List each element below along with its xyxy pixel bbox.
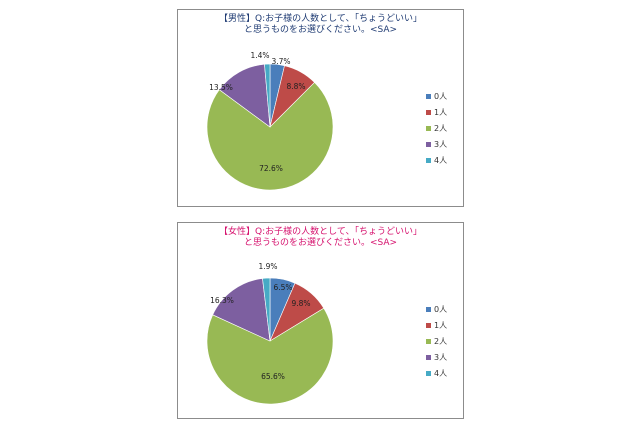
female-pie-data-label-0: 6.5% (273, 283, 292, 292)
legend-item-0: 0人 (426, 92, 462, 108)
legend-swatch (426, 307, 431, 312)
female-chart-panel: 【女性】Q:お子様の人数として、「ちょうどいい」 と思うものをお選びください。<… (177, 222, 464, 419)
male-pie-slice-2 (206, 82, 334, 191)
legend-swatch (426, 110, 431, 115)
female-pie-chart: 6.5% 9.8% 65.6% 16.3% 1.9% (206, 262, 334, 405)
male-chart-title-line-1: 【男性】Q:お子様の人数として、「ちょうどいい」 (219, 14, 422, 24)
female-pie-data-label-2: 65.6% (261, 372, 285, 381)
legend-item-0: 0人 (426, 305, 462, 321)
male-pie-slice-4 (264, 63, 271, 128)
legend-label: 4人 (434, 369, 448, 378)
male-pie-data-label-4: 1.4% (250, 51, 269, 60)
legend-label: 4人 (434, 156, 448, 165)
male-pie-data-label-0: 3.7% (271, 57, 290, 66)
male-chart-title: 【男性】Q:お子様の人数として、「ちょうどいい」 と思うものをお選びください。<… (178, 14, 463, 36)
legend-swatch (426, 355, 431, 360)
legend-label: 3人 (434, 140, 448, 149)
legend-swatch (426, 371, 431, 376)
legend-item-1: 1人 (426, 108, 462, 124)
female-pie-slice-2 (206, 307, 334, 405)
legend-swatch (426, 94, 431, 99)
legend-item-2: 2人 (426, 124, 462, 140)
male-chart-legend: 0人 1人 2人 3人 4人 (426, 92, 462, 172)
female-pie-data-label-3: 16.3% (210, 296, 234, 305)
female-chart-title-line-2: と思うものをお選びください。<SA> (243, 238, 398, 248)
legend-label: 1人 (434, 321, 448, 330)
male-chart-title-line-2: と思うものをお選びください。<SA> (243, 25, 398, 35)
legend-item-3: 3人 (426, 140, 462, 156)
legend-swatch (426, 323, 431, 328)
legend-item-3: 3人 (426, 353, 462, 369)
legend-swatch (426, 339, 431, 344)
legend-label: 2人 (434, 124, 448, 133)
legend-item-4: 4人 (426, 369, 462, 385)
legend-item-2: 2人 (426, 337, 462, 353)
legend-swatch (426, 142, 431, 147)
female-pie-slice-3 (212, 278, 271, 342)
female-pie-data-label-4: 1.9% (258, 262, 277, 271)
female-chart-title: 【女性】Q:お子様の人数として、「ちょうどいい」 と思うものをお選びください。<… (178, 227, 463, 249)
female-pie-slice-4 (262, 277, 271, 342)
legend-item-1: 1人 (426, 321, 462, 337)
male-pie-data-label-1: 8.8% (286, 82, 305, 91)
legend-label: 0人 (434, 305, 448, 314)
legend-swatch (426, 158, 431, 163)
female-chart-title-line-1: 【女性】Q:お子様の人数として、「ちょうどいい」 (219, 227, 422, 237)
legend-label: 1人 (434, 108, 448, 117)
male-pie-slice-3 (218, 63, 271, 128)
male-pie-chart: 3.7% 8.8% 72.6% 13.5% 1.4% (206, 51, 334, 191)
female-chart-legend: 0人 1人 2人 3人 4人 (426, 305, 462, 385)
legend-label: 0人 (434, 92, 448, 101)
legend-swatch (426, 126, 431, 131)
male-pie-data-label-2: 72.6% (259, 164, 283, 173)
female-pie-data-label-1: 9.8% (291, 299, 310, 308)
legend-label: 2人 (434, 337, 448, 346)
legend-label: 3人 (434, 353, 448, 362)
male-pie-data-label-3: 13.5% (209, 83, 233, 92)
male-chart-panel: 【男性】Q:お子様の人数として、「ちょうどいい」 と思うものをお選びください。<… (177, 9, 464, 207)
legend-item-4: 4人 (426, 156, 462, 172)
